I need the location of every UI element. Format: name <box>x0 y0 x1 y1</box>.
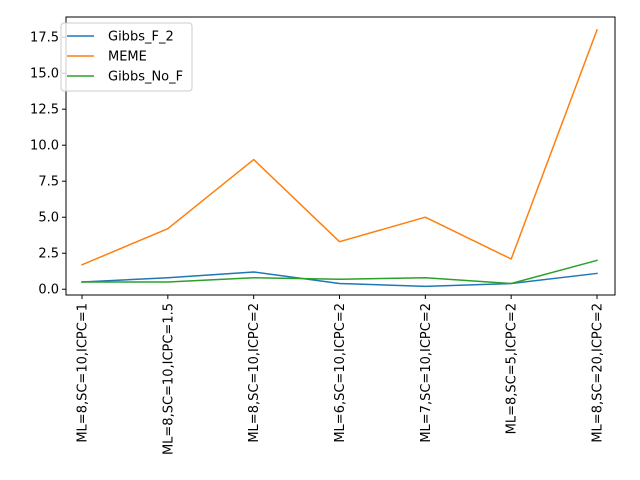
y-tick-label: 17.5 <box>30 31 59 46</box>
x-tick-label: ML=6,SC=10,ICPC=2 <box>333 303 348 443</box>
x-tick-label: ML=8,SC=10,ICPC=1.5 <box>161 303 176 455</box>
series-layer <box>81 29 598 288</box>
series-line-meme <box>81 29 598 266</box>
y-tick-label: 7.5 <box>38 175 59 190</box>
legend: Gibbs_F_2 MEME Gibbs_No_F <box>60 22 193 92</box>
y-tick-label: 0.0 <box>38 283 59 298</box>
legend-label-gibbs-no-f: Gibbs_No_F <box>108 70 183 85</box>
legend-label-gibbs-f-2: Gibbs_F_2 <box>108 30 174 45</box>
legend-label-meme: MEME <box>108 50 147 65</box>
x-tick-label: ML=8,SC=10,ICPC=1 <box>76 303 91 443</box>
x-tick-label: ML=8,SC=5,ICPC=2 <box>505 303 520 434</box>
x-tick-label: ML=8,SC=20,ICPC=2 <box>591 303 606 443</box>
x-axis: ML=8,SC=10,ICPC=1 ML=8,SC=10,ICPC=1.5 ML=8… <box>76 295 606 455</box>
y-tick-label: 12.5 <box>30 103 59 118</box>
y-tick-label: 2.5 <box>38 247 59 262</box>
series-line-gibbs-no-f <box>81 259 598 285</box>
plot-frame <box>65 16 616 296</box>
x-tick-label: ML=8,SC=10,ICPC=2 <box>247 303 262 443</box>
y-tick-label: 15.0 <box>30 67 59 82</box>
x-tick-label: ML=7,SC=10,ICPC=2 <box>419 303 434 443</box>
legend-box <box>60 22 193 92</box>
y-tick-label: 5.0 <box>38 211 59 226</box>
y-tick-label: 10.0 <box>30 139 59 154</box>
